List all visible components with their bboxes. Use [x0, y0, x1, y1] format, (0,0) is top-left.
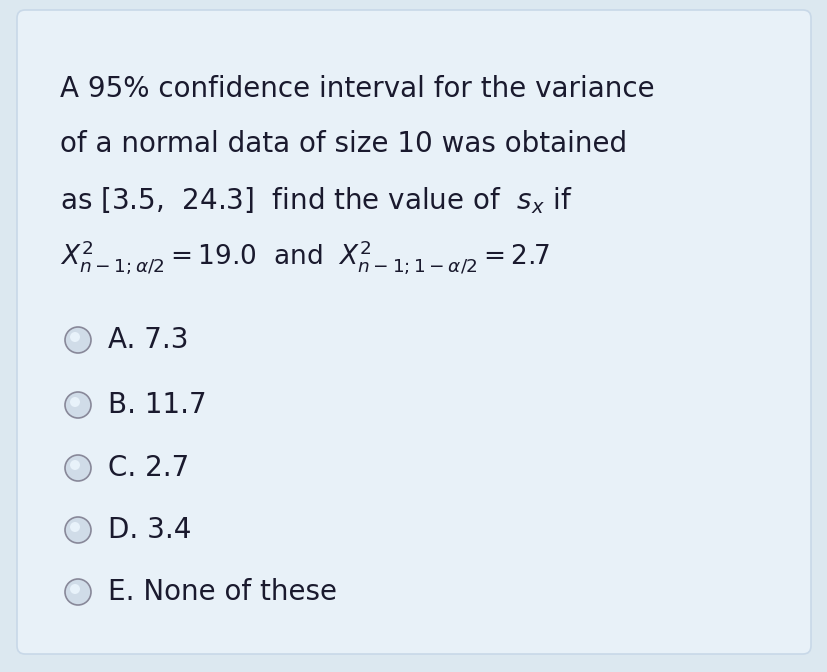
- Text: of a normal data of size 10 was obtained: of a normal data of size 10 was obtained: [60, 130, 626, 158]
- Text: $X^2_{n-1;\alpha/2}=19.0$  and  $X^2_{n-1;1-\alpha/2}=2.7$: $X^2_{n-1;\alpha/2}=19.0$ and $X^2_{n-1;…: [60, 238, 550, 276]
- Text: A. 7.3: A. 7.3: [108, 326, 189, 354]
- Circle shape: [65, 517, 91, 543]
- Circle shape: [65, 579, 91, 605]
- Text: C. 2.7: C. 2.7: [108, 454, 189, 482]
- FancyBboxPatch shape: [17, 10, 810, 654]
- Circle shape: [70, 332, 80, 342]
- Text: B. 11.7: B. 11.7: [108, 391, 207, 419]
- Circle shape: [70, 522, 80, 532]
- Text: A 95% confidence interval for the variance: A 95% confidence interval for the varian…: [60, 75, 654, 103]
- Circle shape: [70, 397, 80, 407]
- Text: D. 3.4: D. 3.4: [108, 516, 191, 544]
- Circle shape: [65, 327, 91, 353]
- Circle shape: [65, 455, 91, 481]
- Text: E. None of these: E. None of these: [108, 578, 337, 606]
- Text: as [3.5,  24.3]  find the value of  $s_x$ if: as [3.5, 24.3] find the value of $s_x$ i…: [60, 185, 571, 216]
- Circle shape: [65, 392, 91, 418]
- Circle shape: [70, 584, 80, 594]
- Circle shape: [70, 460, 80, 470]
